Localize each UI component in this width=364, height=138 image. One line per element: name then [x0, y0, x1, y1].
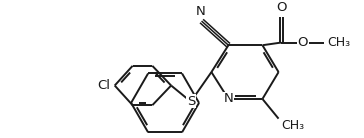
Text: CH₃: CH₃	[328, 36, 351, 49]
Text: S: S	[187, 95, 195, 108]
Text: CH₃: CH₃	[281, 119, 304, 132]
Text: O: O	[297, 36, 308, 49]
Text: N: N	[223, 92, 233, 105]
Text: N: N	[195, 5, 205, 18]
Text: Cl: Cl	[97, 79, 110, 92]
Text: O: O	[276, 1, 286, 14]
